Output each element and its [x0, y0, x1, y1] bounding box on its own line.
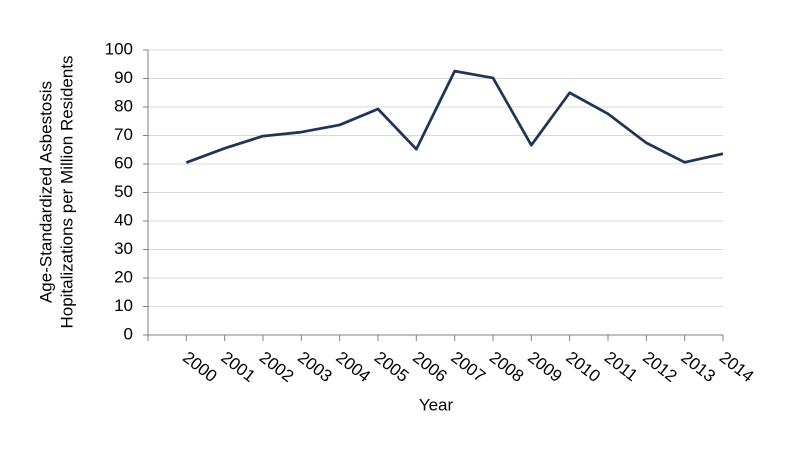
- x-tick-label: 2004: [332, 348, 374, 386]
- y-axis-title-line: Hopitalizations per Million Residents: [57, 55, 76, 328]
- x-tick-label: 2006: [409, 348, 451, 386]
- x-tick-label: 2001: [217, 348, 259, 386]
- y-tick-label: 90: [114, 68, 133, 87]
- y-tick-label: 10: [114, 296, 133, 315]
- x-tick-label: 2002: [256, 348, 298, 386]
- x-tick-label: 2012: [639, 348, 681, 386]
- x-tick-label: 2009: [524, 348, 566, 386]
- x-tick-label: 2008: [486, 348, 528, 386]
- x-tick-label: 2010: [562, 348, 604, 386]
- y-axis-title-line: Age-Standardized Asbestosis: [36, 81, 55, 303]
- x-tick-label: 2000: [179, 348, 221, 386]
- x-tick-label: 2003: [294, 348, 336, 386]
- y-axis-title: Age-Standardized Asbestosis Hopitalizati…: [36, 55, 76, 328]
- y-tick-label: 80: [114, 96, 133, 115]
- y-tick-label: 50: [114, 182, 133, 201]
- x-tick-label: 2011: [601, 348, 642, 385]
- data-line: [185, 69, 724, 164]
- y-tick-label: 0: [124, 324, 133, 343]
- y-tick-label: 40: [114, 210, 133, 229]
- y-tick-label: 20: [114, 267, 133, 286]
- y-tick-label: 70: [114, 125, 133, 144]
- x-tick-label: 2014: [716, 348, 758, 386]
- x-tick-label: 2005: [371, 348, 413, 386]
- x-tick-label: 2013: [677, 348, 719, 386]
- x-tick-label: 2007: [447, 348, 489, 386]
- y-tick-label: 100: [105, 39, 133, 58]
- y-tick-label: 60: [114, 153, 133, 172]
- x-axis-title: Year: [419, 395, 454, 414]
- y-tick-label: 30: [114, 239, 133, 258]
